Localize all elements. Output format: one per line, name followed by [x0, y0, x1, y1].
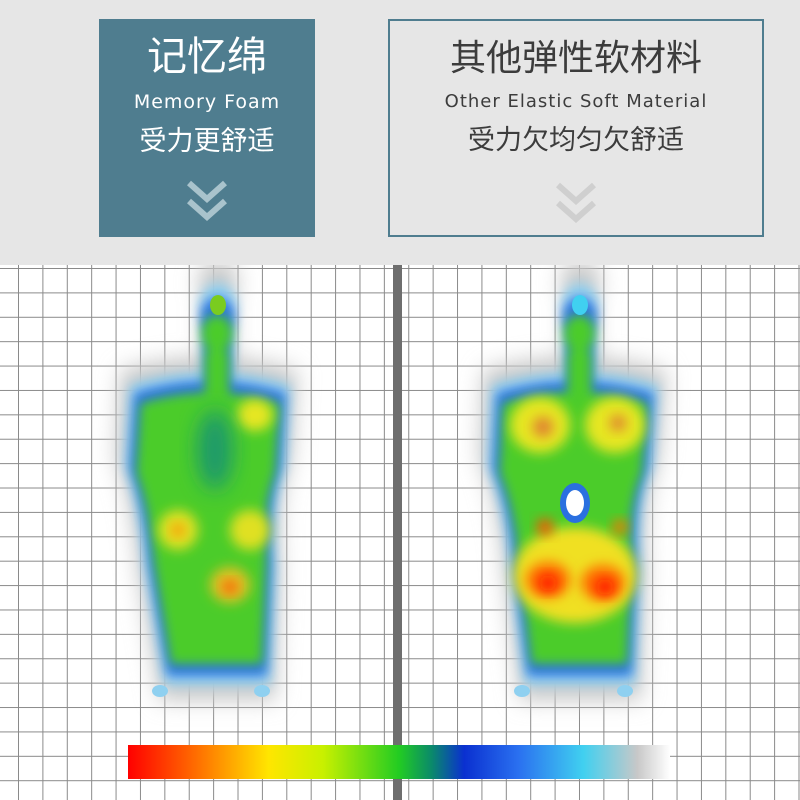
center-divider [393, 265, 402, 800]
other-material-pressure-map [479, 265, 667, 701]
memory-foam-subtitle-cn: 受力更舒适 [139, 126, 275, 157]
pressure-maps [115, 265, 667, 701]
memory-foam-pressure-map [115, 265, 298, 701]
other-material-card: 其他弹性软材料 Other Elastic Soft Material 受力欠均… [388, 19, 764, 237]
header-section: 记忆绵 Memory Foam 受力更舒适 其他弹性软材料 Other Elas… [0, 0, 800, 265]
memory-foam-card: 记忆绵 Memory Foam 受力更舒适 [99, 19, 315, 237]
other-material-subtitle-en: Other Elastic Soft Material [444, 91, 708, 112]
memory-foam-title: 记忆绵 [147, 34, 267, 80]
pressure-color-scale [128, 745, 670, 779]
other-material-subtitle-cn: 受力欠均匀欠舒适 [468, 125, 684, 156]
double-chevron-down-icon [556, 182, 596, 224]
memory-foam-subtitle-en: Memory Foam [133, 91, 281, 113]
other-material-title: 其他弹性软材料 [449, 38, 702, 79]
double-chevron-down-icon [187, 180, 227, 222]
